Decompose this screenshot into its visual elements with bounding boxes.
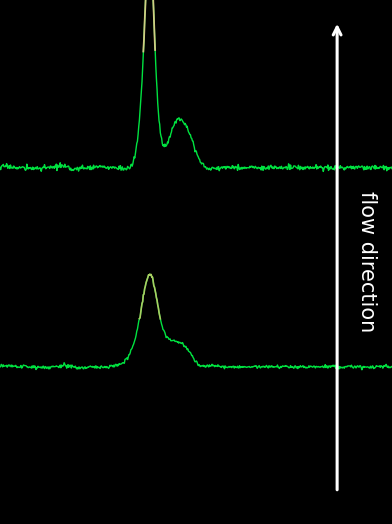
- Text: flow direction: flow direction: [356, 191, 377, 333]
